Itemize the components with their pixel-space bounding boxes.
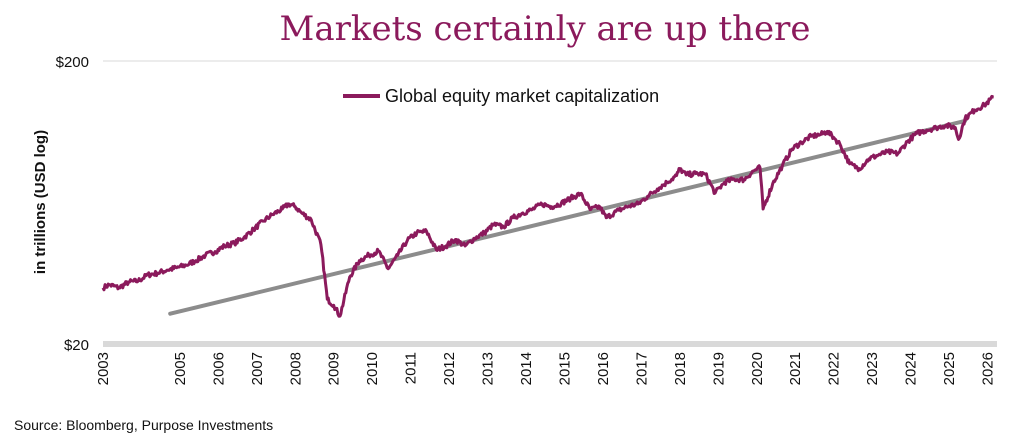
x-tick-label-2009: 2009 [326, 352, 343, 385]
source-note: Source: Bloomberg, Purpose Investments [14, 417, 273, 433]
y-tick-label-20: $20 [64, 337, 89, 354]
x-tick-label-2007: 2007 [249, 352, 266, 385]
series-line-global-equity [101, 94, 995, 318]
x-tick-label-2019: 2019 [710, 352, 727, 385]
x-tick-label-2014: 2014 [518, 352, 535, 385]
x-tick-label-2005: 2005 [172, 352, 189, 385]
x-tick-label-2025: 2025 [941, 352, 958, 385]
x-tick-label-2015: 2015 [557, 352, 574, 385]
x-tick-label-2024: 2024 [903, 352, 920, 385]
x-tick-label-2011: 2011 [403, 352, 420, 384]
y-tick-label-200: $200 [56, 54, 89, 71]
x-tick-label-2013: 2013 [480, 352, 497, 385]
x-tick-label-2016: 2016 [595, 352, 612, 385]
x-tick-label-2017: 2017 [633, 352, 650, 385]
trend-line [168, 118, 967, 316]
y-axis-label: in trillions (USD log) [32, 130, 49, 274]
x-tick-label-2012: 2012 [441, 352, 458, 385]
legend-label: Global equity market capitalization [385, 86, 659, 106]
x-tick-label-2018: 2018 [672, 352, 689, 385]
x-tick-label-2023: 2023 [864, 352, 881, 385]
x-tick-labels: 2003 2005 2006 2007 2008 2009 2010 2011 2012 2013… [95, 352, 997, 385]
x-tick-label-2008: 2008 [287, 352, 304, 385]
x-tick-label-2021: 2021 [787, 352, 804, 385]
x-tick-label-2020: 2020 [749, 352, 766, 385]
x-tick-label-2003: 2003 [95, 352, 112, 385]
x-tick-label-2022: 2022 [826, 352, 843, 385]
x-tick-label-2006: 2006 [210, 352, 227, 385]
chart-title: Markets certainly are up there [280, 9, 811, 49]
x-tick-label-2010: 2010 [364, 352, 381, 385]
x-tick-label-2026: 2026 [980, 352, 997, 385]
